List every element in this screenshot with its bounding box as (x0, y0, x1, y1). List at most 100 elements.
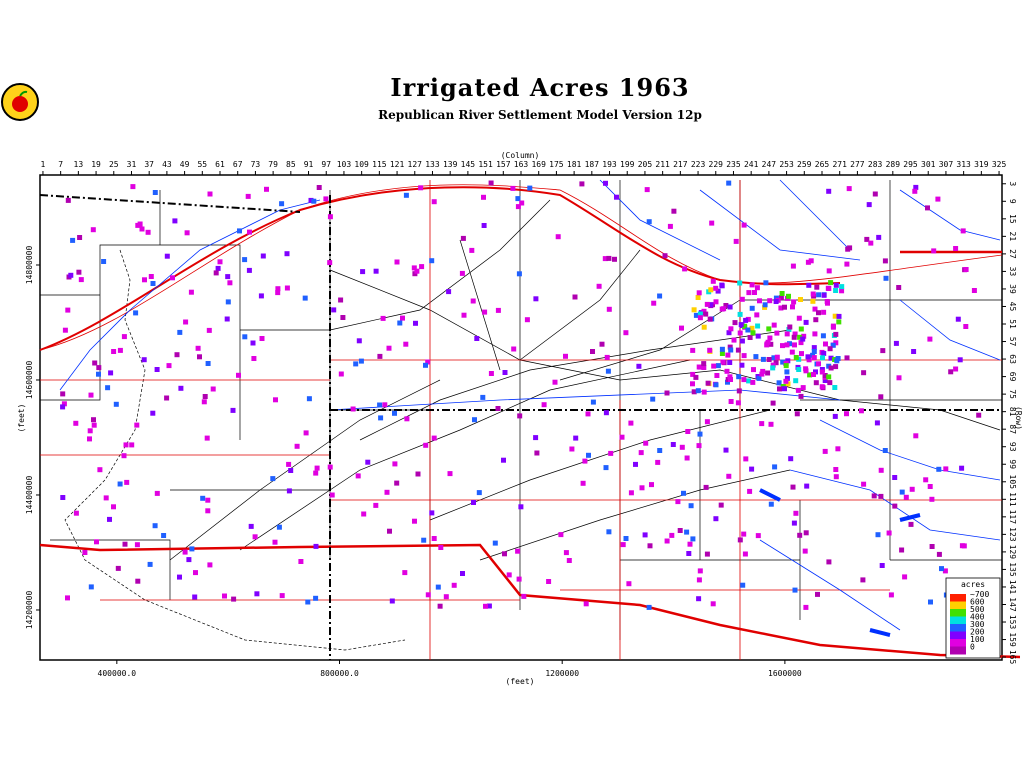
irrigated-cell (812, 306, 818, 312)
irrigated-cell (73, 420, 79, 426)
irrigated-cell (177, 329, 183, 335)
x-axis-label: (feet) (506, 677, 535, 686)
irrigated-cell (800, 385, 806, 391)
irrigated-cell (358, 358, 364, 364)
column-tick-label: 313 (956, 160, 971, 169)
irrigated-cell (92, 360, 98, 366)
irrigated-cell (759, 421, 765, 427)
irrigated-cell (749, 282, 755, 288)
irrigated-cell (771, 322, 777, 328)
irrigated-cell (821, 292, 827, 298)
irrigated-cell (279, 201, 285, 207)
irrigated-cell (201, 399, 207, 405)
row-tick-label: 87 (1008, 424, 1017, 434)
irrigated-cell (662, 253, 668, 259)
irrigated-cell (685, 429, 691, 434)
irrigated-cell (670, 442, 676, 447)
irrigated-cell (765, 339, 771, 345)
irrigated-cell (860, 577, 866, 583)
irrigated-cell (701, 365, 707, 370)
irrigated-cell (936, 466, 942, 472)
irrigated-cell (773, 360, 779, 366)
irrigated-cell (760, 356, 766, 362)
irrigated-cell (486, 603, 492, 609)
irrigated-cell (893, 340, 899, 346)
legend-label: 200 (970, 628, 985, 637)
irrigated-cell (871, 493, 877, 499)
irrigated-cell (302, 295, 308, 301)
irrigated-cell (195, 345, 201, 351)
irrigated-cell (403, 341, 409, 347)
irrigated-cell (639, 485, 645, 491)
irrigated-cell (942, 568, 948, 574)
irrigated-cell (697, 315, 703, 321)
irrigated-cell (533, 296, 539, 302)
legend-swatch (950, 616, 966, 625)
irrigated-cell (784, 342, 790, 348)
legend-label: ~700 (970, 590, 989, 599)
irrigated-cell (474, 336, 480, 341)
irrigated-cell (91, 422, 97, 428)
irrigated-cell (728, 399, 734, 404)
irrigated-cell (392, 461, 398, 467)
irrigated-cell (170, 275, 175, 281)
irrigated-cell (707, 347, 713, 353)
irrigated-cell (797, 334, 803, 340)
row-tick-label: 39 (1008, 284, 1017, 294)
title: Irrigated Acres 1963 (390, 73, 689, 102)
column-tick-label: 265 (815, 160, 830, 169)
row-tick-label: 153 (1008, 615, 1017, 630)
irrigated-cell (314, 465, 320, 471)
irrigated-cell (275, 290, 281, 296)
irrigated-cell (620, 542, 626, 548)
irrigated-cell (365, 459, 371, 465)
irrigated-cell (713, 299, 719, 305)
irrigated-cell (732, 320, 738, 326)
irrigated-cell (646, 219, 652, 225)
irrigated-cell (124, 479, 130, 485)
irrigated-cell (222, 593, 227, 599)
irrigated-cell (708, 287, 714, 293)
irrigated-cell (798, 393, 804, 399)
irrigated-cell (657, 293, 663, 299)
irrigated-cell (783, 378, 789, 384)
column-tick-label: 103 (337, 160, 352, 169)
irrigated-cell (418, 185, 424, 191)
irrigated-cell (704, 551, 710, 557)
irrigated-cell (777, 386, 782, 392)
irrigated-cell (623, 330, 629, 336)
irrigated-cell (207, 191, 213, 197)
irrigated-cell (808, 258, 814, 264)
irrigated-cell (516, 271, 522, 277)
irrigated-cell (696, 577, 702, 583)
irrigated-cell (802, 548, 808, 554)
irrigated-cell (431, 199, 437, 205)
row-tick-label: 123 (1008, 527, 1017, 542)
irrigated-cell (768, 421, 774, 427)
irrigated-cell (739, 296, 745, 302)
irrigated-cell (667, 223, 673, 229)
irrigated-cell (213, 270, 219, 276)
irrigated-cell (60, 404, 66, 410)
irrigated-cell (820, 355, 825, 361)
column-tick-label: 217 (673, 160, 688, 169)
irrigated-cell (819, 384, 825, 390)
irrigated-cell (145, 229, 151, 235)
irrigated-cell (822, 378, 828, 383)
irrigated-cell (437, 603, 443, 609)
irrigated-cell (272, 539, 278, 545)
irrigated-cell (331, 307, 337, 313)
irrigated-cell (826, 188, 832, 194)
irrigated-cell (355, 473, 361, 479)
irrigated-cell (356, 338, 362, 344)
irrigated-cell (217, 259, 223, 265)
irrigated-cell (515, 548, 521, 554)
irrigated-cell (747, 335, 753, 340)
irrigated-cell (804, 483, 810, 489)
irrigated-cell (762, 304, 768, 310)
row-tick-label: 129 (1008, 545, 1017, 560)
irrigated-cell (757, 298, 762, 304)
irrigated-cell (483, 603, 488, 609)
irrigated-cell (642, 532, 648, 538)
irrigated-cell (276, 524, 282, 530)
